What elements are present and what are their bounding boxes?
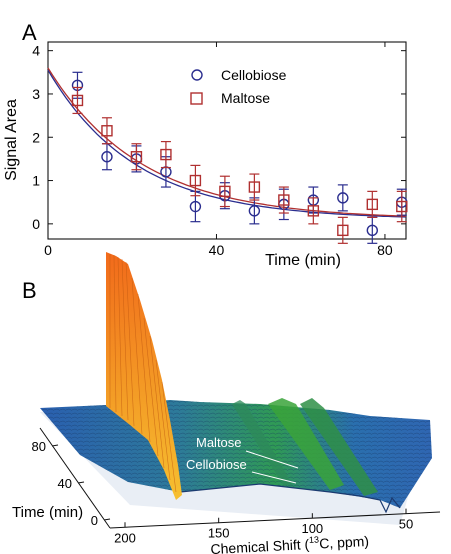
legend: Cellobiose Maltose [190,67,287,106]
small-ridge [232,400,292,486]
point-cellobiose [337,192,349,204]
y-tick-label: 0 [32,216,40,232]
legend-label-cellobiose: Cellobiose [221,67,287,83]
data-points [71,71,408,244]
annotation-cellobiose: Cellobiose [186,457,247,472]
shift-tick-label: 150 [208,526,230,541]
surface-front-edge [179,483,401,514]
y-tick-label: 3 [32,86,40,102]
panel-a: A 0 40 80 0 1 2 3 4 Signal Area Time (min) Cell… [3,20,408,269]
shift-tick-label: 200 [114,530,136,545]
point-cellobiose [248,205,261,217]
y-tick-label: 2 [32,129,40,145]
axes-3d: 200 150 100 50 0 40 80 [32,427,441,545]
point-maltose [160,148,172,161]
point-maltose [248,181,261,193]
point-cellobiose [366,224,379,237]
shift-axis-label: Chemical Shift (13C, ppm) [210,532,369,554]
plot-frame [47,41,407,240]
legend-label-maltose: Maltose [221,90,270,106]
shift-label-sup: 13 [309,534,320,545]
annotation-cellobiose-pointer [251,471,297,484]
point-maltose [130,151,143,163]
peak-slices [109,254,177,493]
x-tick-label: 80 [377,242,393,258]
y-tick-label: 4 [32,43,40,59]
point-maltose [366,198,379,211]
shift-axis-line [109,511,441,529]
point-maltose [278,194,290,206]
time-axis-label: Time (min) [12,504,83,521]
point-maltose [189,174,202,187]
point-maltose [337,224,349,237]
time-tick [103,518,111,521]
axes: 0 40 80 0 1 2 3 4 [32,42,406,258]
x-tick-label: 40 [209,242,225,258]
point-cellobiose [189,200,202,213]
point-maltose [396,200,408,213]
y-axis-label: Signal Area [3,99,20,181]
point-cellobiose [101,151,113,163]
panel-a-label: A [22,20,37,45]
annotation-maltose-pointer [245,450,299,469]
decaying-peak [106,252,182,500]
time-tick-label: 40 [58,476,72,491]
annotation-maltose: Maltose [196,435,242,450]
maltose-ridge [268,398,344,490]
legend-marker-cellobiose [191,69,203,81]
x-tick-label: 0 [44,242,52,258]
x-axis-label: Time (min) [265,252,341,269]
point-maltose [307,205,320,217]
time-tick [77,481,85,484]
shift-label-tail: C, ppm) [319,533,370,552]
time-axis-line [39,427,111,529]
point-maltose [71,94,84,107]
fit-line-maltose [47,67,407,217]
shift-tick-label: 50 [399,517,413,532]
time-tick-label: 0 [91,513,98,528]
cellobiose-ridge [300,398,378,496]
shift-label-main: Chemical Shift ( [210,536,310,554]
time-tick-label: 80 [32,439,46,454]
shift-tick-label: 100 [301,521,323,536]
point-maltose [219,185,231,198]
y-tick-label: 1 [32,173,40,189]
panel-b: B Maltose Cellobiose [12,252,441,554]
legend-marker-maltose [190,92,203,105]
panel-b-label: B [22,278,37,303]
point-maltose [101,125,113,137]
time-tick [51,444,59,447]
